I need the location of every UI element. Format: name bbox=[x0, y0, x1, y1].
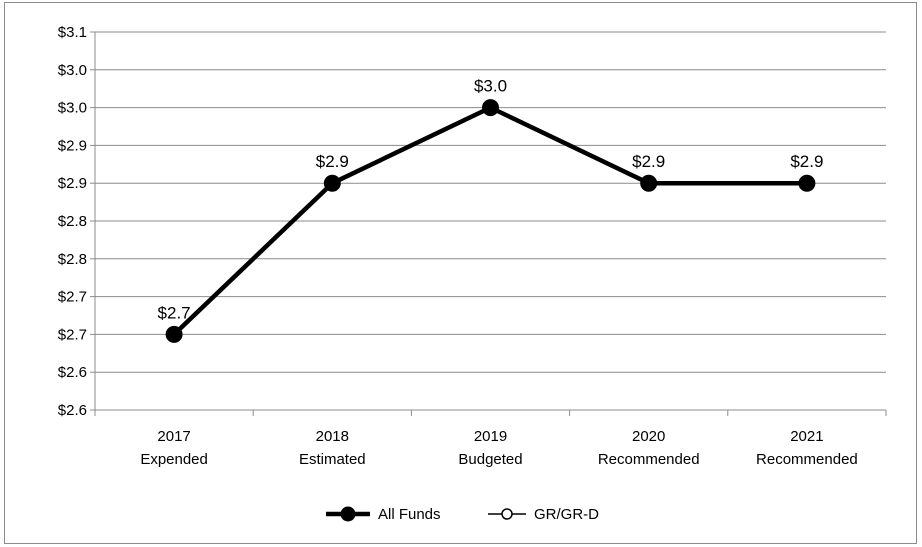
y-tick-label: $2.9 bbox=[58, 137, 87, 154]
legend-label: All Funds bbox=[378, 506, 441, 523]
x-category-label: Recommended bbox=[598, 451, 700, 468]
data-point bbox=[482, 99, 499, 117]
y-tick-label: $3.0 bbox=[58, 62, 87, 79]
x-category-label: Budgeted bbox=[458, 451, 522, 468]
legend-marker bbox=[501, 508, 513, 520]
x-category-label: Recommended bbox=[756, 451, 858, 468]
y-tick-label: $2.7 bbox=[58, 289, 87, 306]
y-tick-label: $2.9 bbox=[58, 175, 87, 192]
legend: All Funds GR/GR-D bbox=[326, 506, 599, 523]
x-category-label: 2019 bbox=[474, 428, 507, 445]
y-tick-label: $2.6 bbox=[58, 402, 87, 419]
x-category-label: Estimated bbox=[299, 451, 366, 468]
data-labels: $2.7 $2.9 $3.0 $2.9 $2.9 bbox=[158, 77, 824, 323]
data-point bbox=[640, 174, 658, 192]
chart-border bbox=[4, 2, 917, 544]
legend-item-gr-gr-d: GR/GR-D bbox=[488, 506, 599, 523]
y-tick-label: $3.0 bbox=[58, 100, 87, 117]
data-label: $3.0 bbox=[474, 77, 507, 96]
y-tick-label: $2.8 bbox=[58, 251, 87, 268]
axes bbox=[90, 31, 887, 416]
data-label: $2.9 bbox=[790, 152, 823, 171]
series-layer bbox=[165, 99, 816, 343]
y-tick-label: $3.1 bbox=[58, 24, 87, 41]
y-tick-label: $2.6 bbox=[58, 364, 87, 381]
legend-item-all-funds: All Funds bbox=[326, 506, 441, 523]
x-axis-categories: 2017 Expended 2018 Estimated 2019 Budgeted 202… bbox=[140, 428, 857, 468]
data-point bbox=[798, 174, 816, 192]
data-point bbox=[165, 325, 183, 343]
data-label: $2.9 bbox=[632, 152, 665, 171]
y-axis-ticks: $2.6 $2.6 $2.7 $2.7 $2.8 $2.8 $2.9 $2.9 $3.0 $3.0… bbox=[58, 24, 87, 419]
data-label: $2.9 bbox=[316, 152, 349, 171]
x-category-label: 2018 bbox=[316, 428, 349, 445]
legend-label: GR/GR-D bbox=[534, 506, 599, 523]
data-label: $2.7 bbox=[158, 303, 191, 322]
x-category-label: Expended bbox=[140, 451, 208, 468]
data-point bbox=[323, 174, 341, 192]
y-tick-label: $2.8 bbox=[58, 213, 87, 230]
x-category-label: 2017 bbox=[157, 428, 190, 445]
x-category-label: 2021 bbox=[790, 428, 823, 445]
x-category-label: 2020 bbox=[632, 428, 665, 445]
legend-marker bbox=[340, 506, 356, 522]
y-tick-label: $2.7 bbox=[58, 326, 87, 343]
